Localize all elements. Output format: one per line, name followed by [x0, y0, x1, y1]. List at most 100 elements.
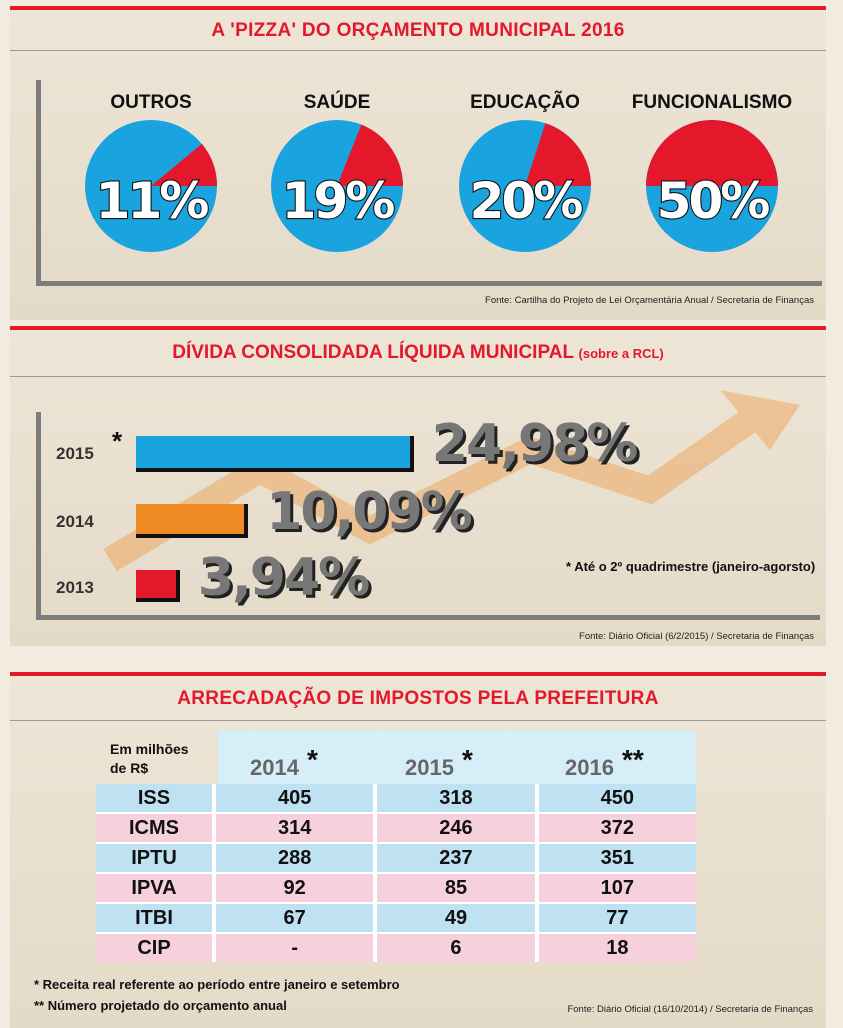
year-header-2016: 2016 ** [565, 744, 695, 781]
year-header-label: 2014 [250, 755, 299, 780]
column-separator [212, 812, 216, 842]
bar-value-label: 3,94% [197, 548, 370, 608]
column-separator [212, 932, 216, 962]
tax-value-2016: 77 [538, 902, 696, 932]
column-separator [373, 932, 378, 962]
tax-value-2014: 288 [216, 842, 374, 872]
tax-name: ISS [96, 784, 212, 812]
pie-2: SAÚDE 19% [271, 91, 404, 252]
tax-table-body: ISS 405 318 450 ICMS 314 246 372 IPTU 288 237 351 IP… [96, 784, 696, 962]
column-separator [534, 812, 539, 842]
footnote-2: ** Número projetado do orçamento anual [34, 998, 287, 1013]
unit-label-line1: Em milhões [110, 741, 189, 757]
divida-note: * Até o 2º quadrimestre (janeiro-agorsto… [566, 559, 816, 574]
tax-value-2014: - [216, 932, 374, 962]
tax-value-2015: 85 [377, 872, 535, 902]
bar-asterisk: * [112, 426, 123, 456]
tax-name: ITBI [96, 902, 212, 932]
arrecadacao-title: ARRECADAÇÃO DE IMPOSTOS PELA PREFEITURA [177, 688, 659, 709]
pizza-title-rule [10, 50, 826, 51]
column-separator [534, 784, 539, 812]
tax-value-2016: 18 [538, 932, 696, 962]
pie-label: OUTROS [110, 92, 191, 113]
divida-title-row: DÍVIDA CONSOLIDADA LÍQUIDA MUNICIPAL (so… [10, 342, 826, 364]
divida-title-suffix: (sobre a RCL) [578, 346, 664, 361]
tax-name: ICMS [96, 812, 212, 842]
pie-4: FUNCIONALISMO 50% [632, 92, 792, 252]
tax-name: IPVA [96, 872, 212, 902]
bar-year-label: 2013 [56, 578, 94, 597]
column-separator [534, 932, 539, 962]
column-separator [373, 842, 378, 872]
pie-value-slice [646, 120, 778, 186]
pie-label: FUNCIONALISMO [632, 92, 792, 113]
pie-percent: 19% [282, 172, 395, 230]
divida-bars: 2015 * 24,98% 2014 10,09% 2013 3,94% [10, 330, 826, 646]
column-separator [212, 902, 216, 932]
column-separator [534, 842, 539, 872]
column-separator [534, 872, 539, 902]
bar-year-label: 2014 [56, 512, 94, 531]
pizza-source: Fonte: Cartilha do Projeto de Lei Orçame… [485, 295, 814, 306]
tax-value-2016: 107 [538, 872, 696, 902]
tax-table: ISS 405 318 450 ICMS 314 246 372 IPTU 288 237 351 IP… [96, 784, 696, 962]
bar-year-label: 2015 [56, 444, 94, 463]
pie-1: OUTROS 11% [85, 92, 217, 252]
pizza-chart: OUTROS 11% SAÚDE 19% EDUCAÇÃO 20% FUNCIONALISM… [10, 10, 826, 270]
table-row: ISS 405 318 450 [96, 784, 696, 812]
tax-value-2015: 6 [377, 932, 535, 962]
bar-value-label: 10,09% [266, 482, 473, 542]
divida-title: DÍVIDA CONSOLIDADA LÍQUIDA MUNICIPAL [172, 342, 575, 363]
column-separator [534, 902, 539, 932]
table-row: IPTU 288 237 351 [96, 842, 696, 872]
tax-value-2014: 314 [216, 812, 374, 842]
column-separator [212, 784, 216, 812]
year-header-label: 2016 [565, 755, 614, 780]
pie-value-slice [151, 143, 217, 186]
trend-arrow-decoration [103, 390, 800, 572]
year-header-band [218, 730, 696, 784]
tax-value-2016: 351 [538, 842, 696, 872]
bar-value-label: 24,98% [431, 414, 639, 474]
year-header-mark: ** [621, 744, 644, 775]
table-row: IPVA 92 85 107 [96, 872, 696, 902]
year-header-2014: 2014 * [250, 744, 380, 781]
pie-3: EDUCAÇÃO 20% [459, 91, 591, 252]
year-header-2015: 2015 * [405, 744, 535, 781]
pie-value-slice [525, 123, 591, 186]
pizza-axis-vertical [36, 80, 41, 286]
tax-value-2015: 49 [377, 902, 535, 932]
year-header-label: 2015 [405, 755, 454, 780]
tax-value-2015: 246 [377, 812, 535, 842]
tax-value-2014: 405 [216, 784, 374, 812]
divida-title-rule [10, 376, 826, 377]
pizza-axis-horizontal [36, 281, 822, 286]
tax-value-2015: 237 [377, 842, 535, 872]
footnote-1: * Receita real referente ao período entr… [34, 977, 400, 992]
divida-axis-horizontal [36, 615, 820, 620]
column-separator [212, 842, 216, 872]
column-separator [373, 812, 378, 842]
year-header-mark: * [306, 744, 318, 775]
table-row: ICMS 314 246 372 [96, 812, 696, 842]
unit-label-line2: de R$ [110, 760, 149, 776]
bar-2015 [136, 436, 414, 472]
pie-label: EDUCAÇÃO [470, 91, 580, 113]
pie-percent: 20% [470, 172, 583, 230]
bar-2014 [136, 504, 249, 538]
arrecadacao-source: Fonte: Diário Oficial (16/10/2014) / Sec… [567, 1004, 813, 1015]
unit-label: Em milhões de R$ [110, 740, 189, 778]
tax-value-2014: 92 [216, 872, 374, 902]
tax-value-2016: 450 [538, 784, 696, 812]
column-separator [373, 872, 378, 902]
arrecadacao-title-rule [10, 720, 826, 721]
tax-name: CIP [96, 932, 212, 962]
pie-chart-svg: OUTROS 11% SAÚDE 19% EDUCAÇÃO 20% FUNCIONALISM… [85, 91, 792, 252]
pizza-panel: A 'PIZZA' DO ORÇAMENTO MUNICIPAL 2016 OU… [10, 6, 826, 320]
pie-label: SAÚDE [304, 91, 371, 113]
tax-value-2015: 318 [377, 784, 535, 812]
pizza-title: A 'PIZZA' DO ORÇAMENTO MUNICIPAL 2016 [211, 20, 625, 41]
column-separator [373, 902, 378, 932]
tax-name: IPTU [96, 842, 212, 872]
divida-panel: DÍVIDA CONSOLIDADA LÍQUIDA MUNICIPAL (so… [10, 326, 826, 646]
